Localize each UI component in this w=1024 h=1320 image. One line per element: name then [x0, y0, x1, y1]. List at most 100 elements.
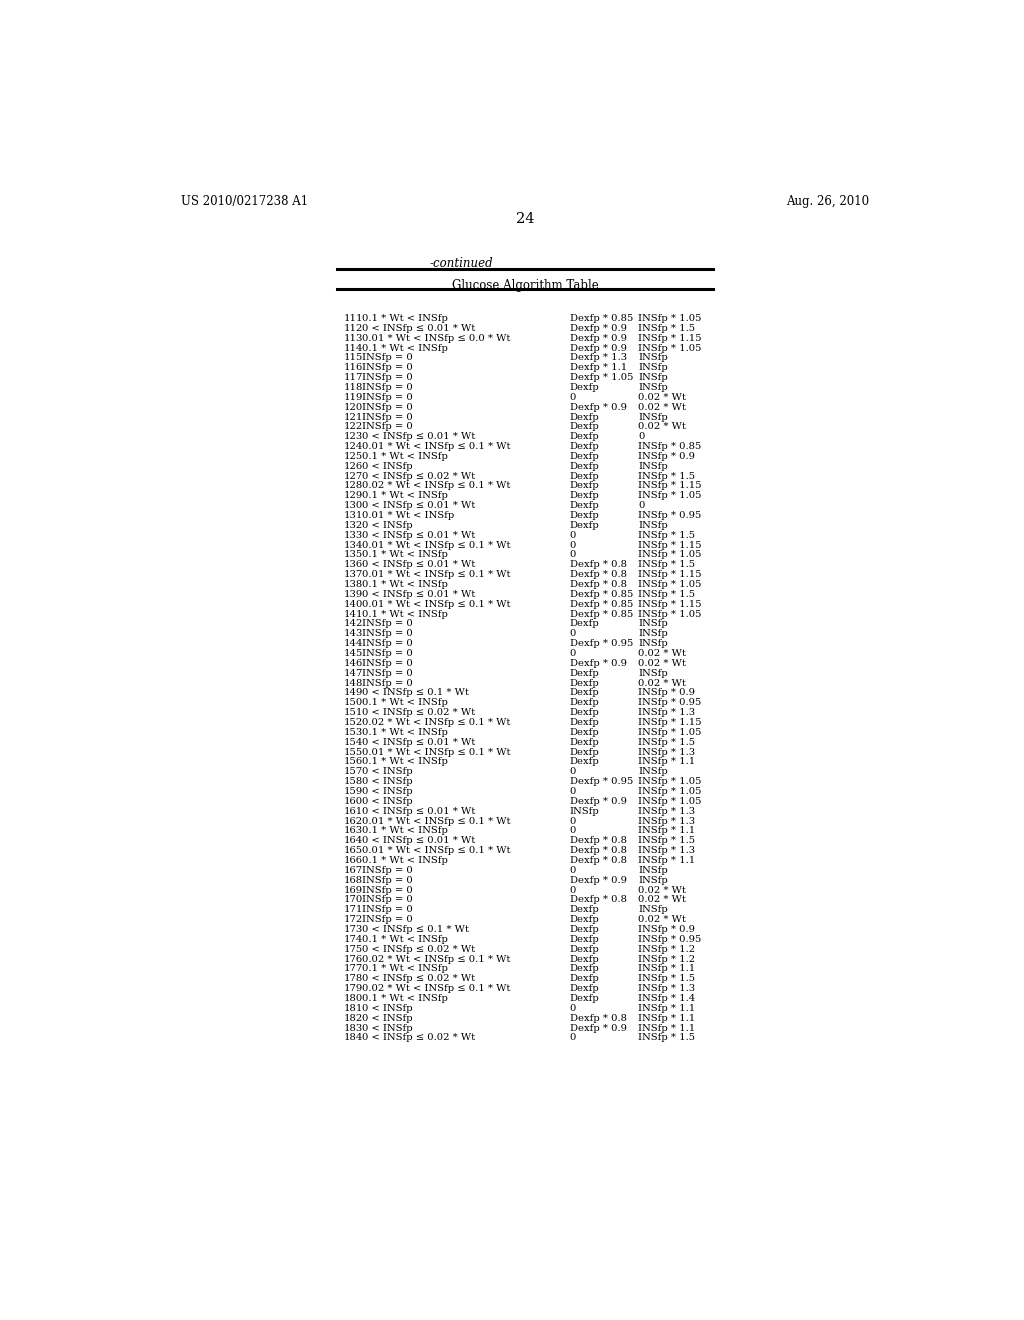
Text: INSfp * 1.15: INSfp * 1.15: [638, 599, 701, 609]
Text: 144: 144: [343, 639, 362, 648]
Text: 0 < INSfp ≤ 0.02 * Wt: 0 < INSfp ≤ 0.02 * Wt: [362, 708, 475, 717]
Text: 141: 141: [343, 610, 362, 619]
Text: 0 < INSfp ≤ 0.01 * Wt: 0 < INSfp ≤ 0.01 * Wt: [362, 837, 475, 845]
Text: 0.01 * Wt < INSfp ≤ 0.1 * Wt: 0.01 * Wt < INSfp ≤ 0.1 * Wt: [362, 846, 511, 855]
Text: INSfp * 1.05: INSfp * 1.05: [638, 491, 701, 500]
Text: Dexfp * 0.85: Dexfp * 0.85: [569, 314, 633, 323]
Text: Dexfp: Dexfp: [569, 422, 599, 432]
Text: Dexfp * 0.85: Dexfp * 0.85: [569, 610, 633, 619]
Text: 0 < INSfp ≤ 0.1 * Wt: 0 < INSfp ≤ 0.1 * Wt: [362, 689, 469, 697]
Text: 160: 160: [343, 797, 362, 807]
Text: 0 < INSfp: 0 < INSfp: [362, 1003, 413, 1012]
Text: 116: 116: [343, 363, 362, 372]
Text: 0 < INSfp ≤ 0.1 * Wt: 0 < INSfp ≤ 0.1 * Wt: [362, 925, 469, 935]
Text: INSfp * 1.3: INSfp * 1.3: [638, 985, 695, 993]
Text: 171: 171: [343, 906, 362, 915]
Text: INSfp * 1.2: INSfp * 1.2: [638, 954, 695, 964]
Text: 0.02 * Wt: 0.02 * Wt: [638, 915, 686, 924]
Text: 0.1 * Wt < INSfp: 0.1 * Wt < INSfp: [362, 965, 447, 973]
Text: 0.02 * Wt: 0.02 * Wt: [638, 393, 686, 401]
Text: INSfp * 1.05: INSfp * 1.05: [638, 343, 701, 352]
Text: INSfp = 0: INSfp = 0: [362, 875, 413, 884]
Text: INSfp * 1.1: INSfp * 1.1: [638, 1014, 695, 1023]
Text: 178: 178: [343, 974, 362, 983]
Text: 148: 148: [343, 678, 362, 688]
Text: Dexfp: Dexfp: [569, 985, 599, 993]
Text: Dexfp * 0.9: Dexfp * 0.9: [569, 334, 627, 343]
Text: 0 < INSfp: 0 < INSfp: [362, 462, 413, 471]
Text: INSfp * 1.5: INSfp * 1.5: [638, 974, 695, 983]
Text: 135: 135: [343, 550, 362, 560]
Text: 173: 173: [343, 925, 362, 935]
Text: 0.02 * Wt: 0.02 * Wt: [638, 403, 686, 412]
Text: INSfp * 1.05: INSfp * 1.05: [638, 797, 701, 807]
Text: 158: 158: [343, 777, 362, 787]
Text: Dexfp * 1.05: Dexfp * 1.05: [569, 374, 633, 381]
Text: 0.02 * Wt < INSfp ≤ 0.1 * Wt: 0.02 * Wt < INSfp ≤ 0.1 * Wt: [362, 718, 510, 727]
Text: INSfp = 0: INSfp = 0: [362, 639, 413, 648]
Text: INSfp * 1.5: INSfp * 1.5: [638, 471, 695, 480]
Text: Dexfp * 0.8: Dexfp * 0.8: [569, 837, 627, 845]
Text: Dexfp: Dexfp: [569, 925, 599, 935]
Text: 167: 167: [343, 866, 362, 875]
Text: 0.02 * Wt: 0.02 * Wt: [638, 678, 686, 688]
Text: 165: 165: [343, 846, 362, 855]
Text: 0 < INSfp: 0 < INSfp: [362, 797, 413, 807]
Text: INSfp * 1.3: INSfp * 1.3: [638, 817, 695, 825]
Text: INSfp: INSfp: [638, 639, 668, 648]
Text: 0: 0: [569, 541, 577, 549]
Text: 145: 145: [343, 649, 362, 659]
Text: 123: 123: [343, 432, 362, 441]
Text: INSfp * 1.05: INSfp * 1.05: [638, 550, 701, 560]
Text: Glucose Algorithm Table: Glucose Algorithm Table: [452, 280, 599, 292]
Text: Dexfp: Dexfp: [569, 915, 599, 924]
Text: Dexfp: Dexfp: [569, 965, 599, 973]
Text: INSfp * 1.2: INSfp * 1.2: [638, 945, 695, 954]
Text: 133: 133: [343, 531, 362, 540]
Text: 129: 129: [343, 491, 362, 500]
Text: 0 < INSfp: 0 < INSfp: [362, 1014, 413, 1023]
Text: 152: 152: [343, 718, 362, 727]
Text: Dexfp: Dexfp: [569, 432, 599, 441]
Text: 170: 170: [343, 895, 362, 904]
Text: INSfp * 1.5: INSfp * 1.5: [638, 837, 695, 845]
Text: 0 < INSfp: 0 < INSfp: [362, 767, 413, 776]
Text: 121: 121: [343, 412, 362, 421]
Text: 0.01 * Wt < INSfp ≤ 0.1 * Wt: 0.01 * Wt < INSfp ≤ 0.1 * Wt: [362, 570, 511, 579]
Text: INSfp = 0: INSfp = 0: [362, 393, 413, 401]
Text: 122: 122: [343, 422, 362, 432]
Text: Dexfp: Dexfp: [569, 502, 599, 511]
Text: INSfp * 0.9: INSfp * 0.9: [638, 689, 695, 697]
Text: 174: 174: [343, 935, 362, 944]
Text: INSfp * 1.05: INSfp * 1.05: [638, 610, 701, 619]
Text: Dexfp: Dexfp: [569, 758, 599, 767]
Text: 0.1 * Wt < INSfp: 0.1 * Wt < INSfp: [362, 610, 447, 619]
Text: 0.1 * Wt < INSfp: 0.1 * Wt < INSfp: [362, 935, 447, 944]
Text: 0 < INSfp ≤ 0.01 * Wt: 0 < INSfp ≤ 0.01 * Wt: [362, 323, 475, 333]
Text: 0 < INSfp ≤ 0.02 * Wt: 0 < INSfp ≤ 0.02 * Wt: [362, 1034, 475, 1043]
Text: Dexfp: Dexfp: [569, 482, 599, 491]
Text: 113: 113: [343, 334, 362, 343]
Text: Dexfp * 0.95: Dexfp * 0.95: [569, 777, 633, 787]
Text: 182: 182: [343, 1014, 362, 1023]
Text: Dexfp: Dexfp: [569, 906, 599, 915]
Text: 161: 161: [343, 807, 362, 816]
Text: INSfp: INSfp: [638, 521, 668, 529]
Text: 0: 0: [569, 886, 577, 895]
Text: Dexfp * 0.8: Dexfp * 0.8: [569, 1014, 627, 1023]
Text: 0.02 * Wt: 0.02 * Wt: [638, 422, 686, 432]
Text: INSfp * 0.95: INSfp * 0.95: [638, 935, 701, 944]
Text: Aug. 26, 2010: Aug. 26, 2010: [785, 195, 869, 209]
Text: INSfp * 1.3: INSfp * 1.3: [638, 846, 695, 855]
Text: Dexfp: Dexfp: [569, 994, 599, 1003]
Text: INSfp = 0: INSfp = 0: [362, 866, 413, 875]
Text: 0.02 * Wt: 0.02 * Wt: [638, 895, 686, 904]
Text: 168: 168: [343, 875, 362, 884]
Text: 0: 0: [569, 767, 577, 776]
Text: 164: 164: [343, 837, 362, 845]
Text: INSfp * 1.5: INSfp * 1.5: [638, 323, 695, 333]
Text: Dexfp: Dexfp: [569, 718, 599, 727]
Text: INSfp = 0: INSfp = 0: [362, 649, 413, 659]
Text: 134: 134: [343, 541, 362, 549]
Text: 140: 140: [343, 599, 362, 609]
